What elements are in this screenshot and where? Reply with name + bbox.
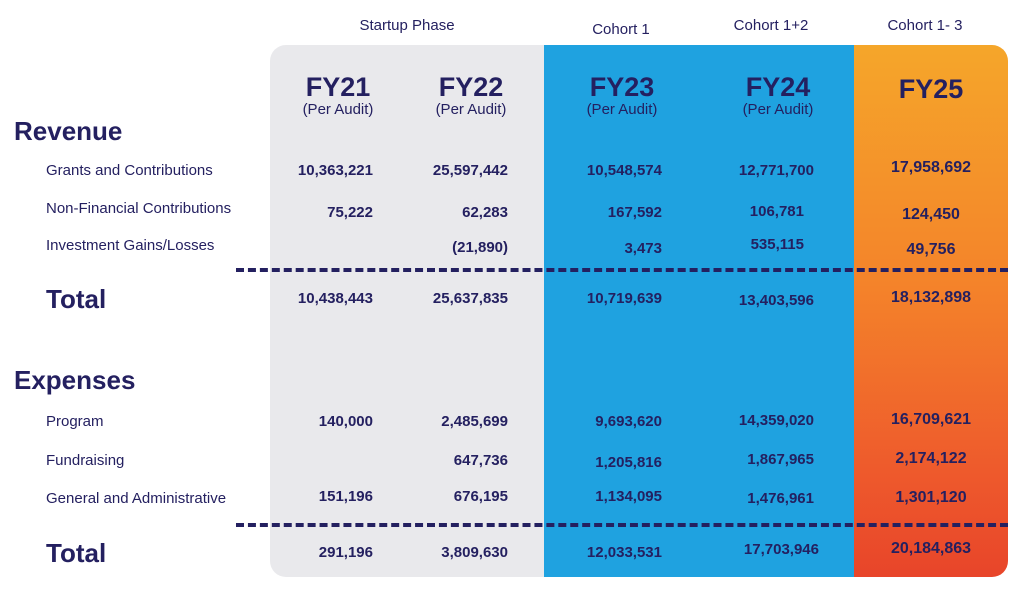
value-cell: 17,958,692 [890, 159, 972, 176]
value-cell: 647,736 [453, 452, 508, 469]
total-divider [236, 268, 1008, 272]
value-cell: 75,222 [327, 204, 373, 221]
value-cell: 167,592 [607, 204, 662, 221]
row-label: Non-Financial Contributions [46, 200, 232, 217]
value-cell: 9,693,620 [595, 413, 662, 430]
value-cell: 16,709,621 [890, 411, 972, 428]
value-cell: 124,450 [902, 206, 960, 223]
value-cell: 2,485,699 [441, 413, 508, 430]
value-cell: 12,771,700 [738, 162, 814, 179]
value-cell: 10,363,221 [297, 162, 373, 179]
column-fy24-note: (Per Audit) [742, 101, 814, 118]
value-cell: 1,476,961 [747, 490, 814, 507]
value-cell: 3,473 [624, 240, 662, 257]
phase-startup: Startup Phase [359, 17, 455, 34]
total-value: 291,196 [318, 544, 373, 561]
column-fy24: FY24 [745, 72, 811, 102]
column-fy23: FY23 [589, 72, 655, 102]
row-label: Investment Gains/Losses [46, 237, 215, 254]
value-cell: 1,205,816 [595, 454, 662, 471]
total-value: 25,637,835 [432, 290, 508, 307]
total-value: 10,719,639 [586, 290, 662, 307]
value-cell: 14,359,020 [738, 412, 814, 429]
cohort-panel [544, 45, 854, 577]
row-label: General and Administrative [46, 490, 227, 507]
total-value: 20,184,863 [890, 540, 972, 557]
value-cell: 106,781 [749, 203, 804, 220]
total-divider [236, 523, 1008, 527]
total-value: 12,033,531 [586, 544, 662, 561]
value-cell: (21,890) [452, 239, 508, 256]
column-fy21-note: (Per Audit) [302, 101, 374, 118]
revenue-total-label: Total [46, 284, 107, 314]
value-cell: 151,196 [318, 488, 373, 505]
startup-panel [270, 45, 544, 577]
total-value: 17,703,946 [743, 541, 819, 558]
value-cell: 140,000 [318, 413, 373, 430]
value-cell: 49,756 [906, 241, 956, 258]
row-label: Fundraising [46, 452, 125, 469]
column-fy22: FY22 [438, 72, 504, 102]
revenue-heading: Revenue [14, 116, 123, 146]
total-value: 13,403,596 [738, 292, 814, 309]
phase-cohort12: Cohort 1+2 [733, 17, 809, 34]
total-value: 18,132,898 [890, 289, 972, 306]
expenses-heading: Expenses [14, 365, 136, 395]
value-cell: 1,134,095 [595, 488, 662, 505]
value-cell: 25,597,442 [432, 162, 508, 179]
value-cell: 62,283 [462, 204, 508, 221]
total-value: 3,809,630 [441, 544, 508, 561]
value-cell: 1,867,965 [747, 451, 814, 468]
row-label: Program [46, 413, 104, 430]
value-cell: 535,115 [750, 236, 804, 253]
value-cell: 676,195 [453, 488, 508, 505]
column-fy21: FY21 [305, 72, 371, 102]
value-cell: 10,548,574 [586, 162, 662, 179]
total-value: 10,438,443 [297, 290, 373, 307]
column-fy25: FY25 [898, 74, 964, 104]
expenses-total-label: Total [46, 538, 107, 568]
phase-cohort1: Cohort 1 [592, 21, 650, 38]
column-fy23-note: (Per Audit) [586, 101, 658, 118]
value-cell: 2,174,122 [895, 450, 967, 467]
row-label: Grants and Contributions [46, 162, 213, 179]
phase-cohort13: Cohort 1- 3 [887, 17, 963, 34]
column-fy22-note: (Per Audit) [435, 101, 507, 118]
value-cell: 1,301,120 [895, 489, 967, 506]
fy25-panel [854, 45, 1008, 577]
